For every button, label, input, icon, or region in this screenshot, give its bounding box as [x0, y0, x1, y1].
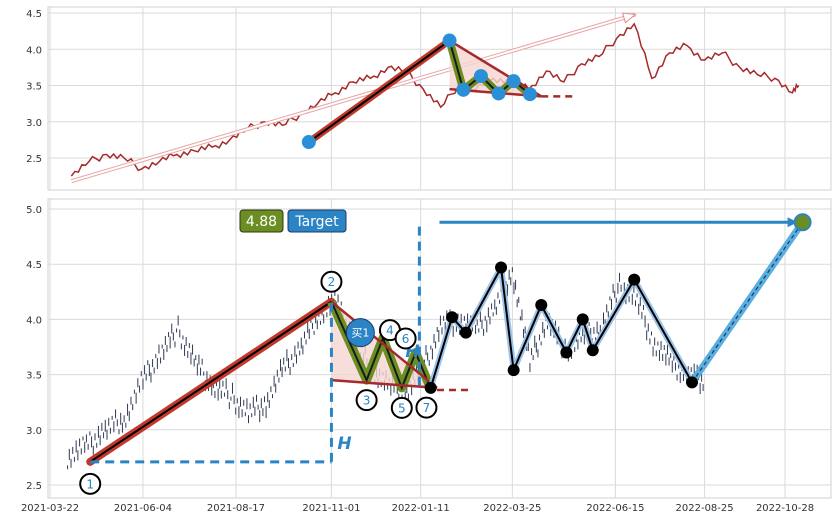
- top-plot-area: [47, 6, 832, 191]
- forecast-point: [586, 344, 599, 357]
- top-wedge-upper-line: [448, 39, 542, 98]
- bottom-y-tick-label: 4.0: [26, 315, 42, 326]
- trend-arrow-head: [621, 12, 637, 24]
- bottom-y-tick-labels: 2.5 3.0 3.5 4.0 4.5 5.0: [26, 205, 42, 492]
- top-pattern-point: [456, 82, 471, 97]
- forecast-point: [686, 376, 699, 389]
- top-y-tick-label: 4.0: [26, 45, 42, 56]
- pattern-point-label: 1: [86, 477, 94, 491]
- forecast-point: [424, 381, 437, 394]
- buy-marker-label: 买1: [351, 327, 369, 340]
- top-pattern-point: [301, 135, 316, 150]
- top-pattern-point: [442, 33, 457, 48]
- bottom-y-tick-label: 3.0: [26, 426, 42, 437]
- bottom-y-tick-label: 5.0: [26, 205, 42, 216]
- pattern-point-marker: [394, 327, 417, 350]
- x-tick-label: 2022-01-11: [392, 503, 450, 514]
- forecast-point: [628, 273, 641, 286]
- price-badge-label: 4.88: [246, 214, 277, 230]
- pattern-point-marker: [79, 472, 102, 495]
- bottom-wedge-lower-line: [331, 378, 438, 390]
- top-y-tick-label: 3.0: [26, 118, 42, 129]
- top-y-tick-label: 4.5: [26, 9, 42, 20]
- target-point: [793, 213, 812, 232]
- forecast-point: [446, 311, 459, 324]
- pattern-point-marker: [390, 396, 413, 419]
- top-chart-panel: 2.5 3.0 3.5 4.0 4.5: [26, 6, 832, 191]
- top-pattern-point: [522, 87, 537, 102]
- bottom-chart-panel: 2.53.03.54.04.55.0 2021-03-22 2021-06-04 2…: [21, 198, 832, 514]
- price-badge-bg: [239, 209, 284, 233]
- forecast-point: [459, 326, 472, 339]
- pattern-point-label: 4: [386, 324, 394, 338]
- bottom-y-tick-label: 3.5: [26, 371, 42, 382]
- x-tick-label: 2022-08-25: [676, 503, 734, 514]
- x-tick-label: 2022-03-25: [483, 503, 541, 514]
- bottom-x-tick-labels: 2021-03-22 2021-06-04 2021-08-17 2021-11-01…: [21, 503, 814, 514]
- bottom-zigzag-line: [330, 301, 431, 391]
- forecast-point: [576, 313, 589, 326]
- top-y-tick-labels: 2.5 3.0 3.5 4.0 4.5: [26, 9, 42, 165]
- forecast-point: [495, 261, 508, 274]
- pattern-point-label: 5: [398, 401, 406, 415]
- top-pattern-point: [491, 86, 506, 101]
- pattern-point-marker: [415, 396, 438, 419]
- height-label: H: [337, 434, 351, 454]
- buy-marker: [345, 318, 375, 348]
- bottom-rise-line: [89, 300, 332, 463]
- top-chart-content: [70, 12, 800, 184]
- x-tick-label: 2022-10-28: [756, 503, 814, 514]
- trend-arrow-shaft: [71, 13, 636, 183]
- pattern-point-label: 2: [328, 275, 336, 289]
- top-pattern-point: [506, 74, 521, 89]
- x-tick-label: 2021-03-22: [21, 503, 79, 514]
- pattern-point-label: 6: [402, 332, 410, 346]
- top-pattern-point: [473, 69, 488, 84]
- forecast-point: [535, 299, 548, 312]
- forecast-point: [560, 346, 573, 359]
- top-price-line: [70, 22, 800, 177]
- pattern-point-marker: [355, 389, 378, 412]
- top-grid: [48, 7, 831, 190]
- pattern-point-label: 7: [423, 401, 431, 415]
- target-arrow-head: [787, 217, 798, 228]
- projection-line: [691, 221, 804, 383]
- bottom-wedge-upper-line: [330, 300, 438, 389]
- pattern-point-marker: [320, 270, 343, 293]
- top-rise-line: [308, 39, 451, 143]
- forecast-point: [507, 364, 520, 377]
- x-tick-label: 2021-06-04: [114, 503, 172, 514]
- x-tick-label: 2021-08-17: [207, 503, 265, 514]
- target-badge-bg: [287, 209, 347, 233]
- bottom-y-tick-label: 4.5: [26, 260, 42, 271]
- top-y-tick-label: 3.5: [26, 82, 42, 93]
- top-y-tick-label: 2.5: [26, 154, 42, 165]
- bottom-y-tick-label: 2.5: [26, 481, 42, 492]
- x-tick-label: 2021-11-01: [302, 503, 360, 514]
- target-badge: Target: [287, 209, 347, 233]
- x-tick-label: 2022-06-15: [586, 503, 644, 514]
- pattern-point-label: 3: [363, 394, 371, 408]
- target-badge-label: Target: [294, 214, 339, 230]
- price-badge: 4.88: [239, 209, 284, 233]
